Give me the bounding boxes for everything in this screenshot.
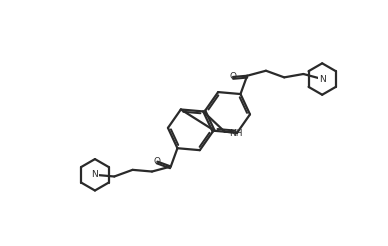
Text: N: N xyxy=(92,170,98,179)
Text: O: O xyxy=(229,73,237,81)
Text: NH: NH xyxy=(229,129,242,138)
Text: N: N xyxy=(319,75,326,84)
Text: O: O xyxy=(154,157,161,166)
